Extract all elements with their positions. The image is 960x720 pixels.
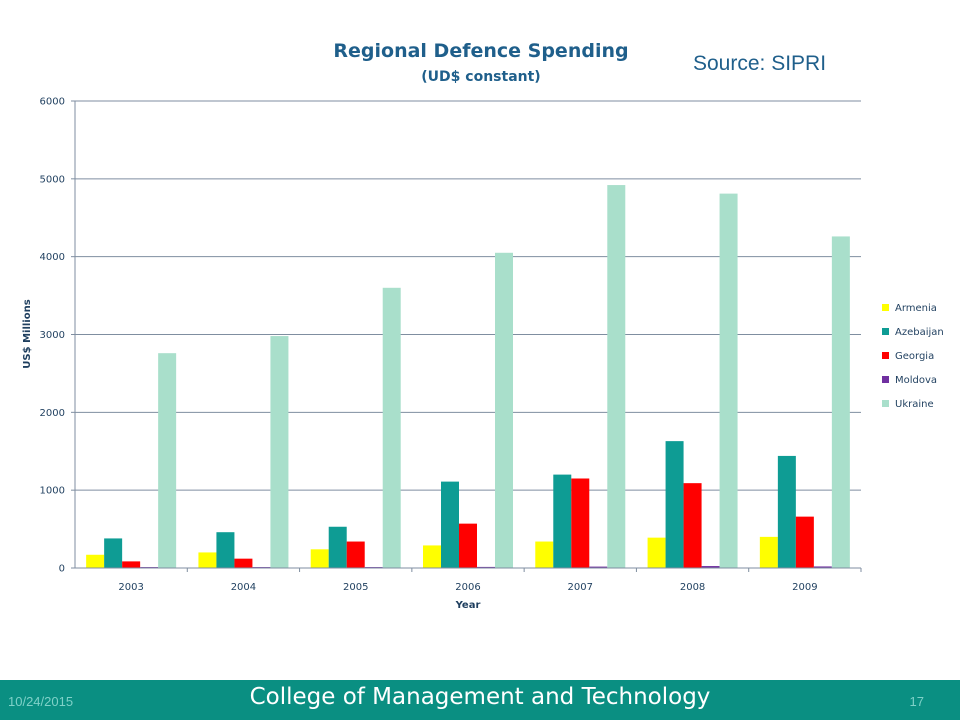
legend-label-georgia: Georgia xyxy=(895,351,934,362)
footer-title: College of Management and Technology xyxy=(249,684,711,710)
bar-azebaijan-2003 xyxy=(104,538,123,568)
bar-ukraine-2004 xyxy=(270,336,289,568)
legend-label-armenia: Armenia xyxy=(895,303,937,314)
grid xyxy=(75,100,861,491)
y-axis-title: US$ Millions xyxy=(22,299,33,368)
bar-ukraine-2006 xyxy=(495,252,513,568)
bar-moldova-2008 xyxy=(701,566,720,568)
bar-azebaijan-2007 xyxy=(553,474,572,568)
bar-georgia-2005 xyxy=(346,541,365,568)
bar-moldova-2006 xyxy=(477,566,495,568)
bar-georgia-2007 xyxy=(571,478,590,568)
bar-armenia-2006 xyxy=(423,545,441,568)
bar-moldova-2007 xyxy=(589,566,608,568)
x-tick-label: 2006 xyxy=(455,582,480,593)
bar-azebaijan-2009 xyxy=(777,455,796,568)
x-tick-label: 2008 xyxy=(680,582,705,593)
legend-swatch-azebaijan xyxy=(882,328,889,335)
bar-georgia-2003 xyxy=(122,561,141,568)
y-tick-label: 1000 xyxy=(40,486,65,497)
bar-moldova-2009 xyxy=(813,566,832,568)
page-number: 17 xyxy=(909,694,924,709)
bar-ukraine-2008 xyxy=(719,193,738,568)
x-tick-label: 2005 xyxy=(343,582,368,593)
bar-armenia-2005 xyxy=(310,549,329,568)
legend-swatch-georgia xyxy=(882,352,889,359)
bar-ukraine-2005 xyxy=(382,287,401,568)
bar-azebaijan-2008 xyxy=(665,441,684,568)
bar-georgia-2009 xyxy=(795,516,814,568)
legend-label-azebaijan: Azebaijan xyxy=(895,327,944,338)
x-tick-label: 2009 xyxy=(792,582,817,593)
bar-armenia-2003 xyxy=(86,554,105,568)
y-tick-label: 5000 xyxy=(40,174,65,185)
legend-swatch-ukraine xyxy=(882,400,889,407)
bar-azebaijan-2006 xyxy=(441,481,459,568)
y-tick-label: 0 xyxy=(59,564,65,575)
bar-azebaijan-2005 xyxy=(328,526,347,568)
axes: 0 1000 2000 3000 4000 5000 6000 2003 2004 2005 200… xyxy=(40,97,862,593)
bars xyxy=(86,185,850,568)
bar-armenia-2007 xyxy=(535,541,554,568)
source-label: Source: SIPRI xyxy=(693,52,827,75)
y-tick-label: 2000 xyxy=(40,408,65,419)
legend-label-moldova: Moldova xyxy=(895,375,937,386)
bar-armenia-2009 xyxy=(759,536,778,568)
bar-georgia-2004 xyxy=(234,558,253,568)
x-axis-title: Year xyxy=(455,600,481,611)
chart: Regional Defence Spending (UD$ constant)… xyxy=(22,40,944,611)
chart-subtitle: (UD$ constant) xyxy=(421,69,540,85)
legend-swatch-armenia xyxy=(882,304,889,311)
footer-date: 10/24/2015 xyxy=(8,694,74,709)
bar-ukraine-2009 xyxy=(831,236,850,568)
x-tick-label: 2003 xyxy=(118,582,143,593)
x-tick-label: 2007 xyxy=(568,582,593,593)
y-tick-label: 6000 xyxy=(40,97,65,108)
legend-swatch-moldova xyxy=(882,376,889,383)
x-tick-label: 2004 xyxy=(231,582,256,593)
bar-ukraine-2003 xyxy=(158,353,177,568)
y-tick-label: 4000 xyxy=(40,252,65,263)
bar-armenia-2008 xyxy=(647,537,666,568)
bar-armenia-2004 xyxy=(198,552,217,568)
bar-azebaijan-2004 xyxy=(216,532,235,568)
y-tick-label: 3000 xyxy=(40,330,65,341)
legend: Armenia Azebaijan Georgia Moldova Ukraine xyxy=(882,303,944,410)
bar-georgia-2006 xyxy=(459,523,477,568)
bar-georgia-2008 xyxy=(683,483,702,568)
footer-bar: 10/24/2015 College of Management and Tec… xyxy=(0,680,960,720)
bar-ukraine-2007 xyxy=(607,185,626,568)
chart-title: Regional Defence Spending xyxy=(333,40,628,62)
legend-label-ukraine: Ukraine xyxy=(895,399,934,410)
